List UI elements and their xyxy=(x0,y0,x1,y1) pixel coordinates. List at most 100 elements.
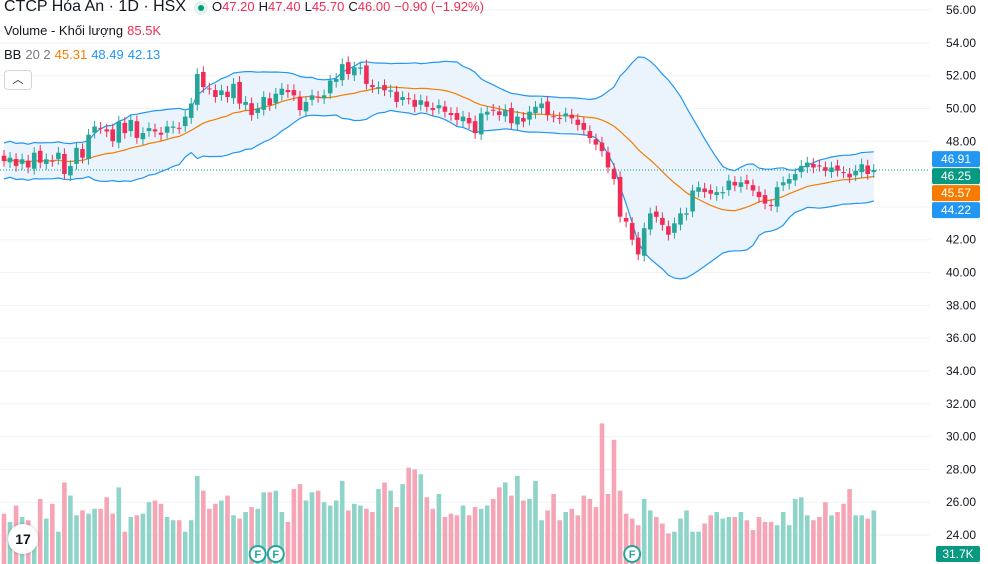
volume-bar xyxy=(273,490,279,564)
volume-bar xyxy=(545,510,550,564)
volume-bar xyxy=(641,498,647,564)
volume-bar xyxy=(140,513,146,564)
y-axis-tick-label: 38.00 xyxy=(946,298,976,312)
candle-body xyxy=(327,80,333,94)
volume-bar xyxy=(853,515,858,564)
y-axis-tick-label: 26.00 xyxy=(946,495,976,509)
volume-bar xyxy=(418,474,424,564)
candle-body xyxy=(666,226,671,235)
bb-legend[interactable]: BB 20 2 45.31 48.49 42.13 xyxy=(4,47,164,62)
candle-body xyxy=(708,190,713,194)
candle-body xyxy=(62,154,67,174)
candle-body xyxy=(478,113,484,135)
candle-body xyxy=(68,165,73,176)
volume-bar xyxy=(339,480,345,564)
candle-body xyxy=(599,142,605,152)
event-marker[interactable] xyxy=(266,545,285,563)
volume-bar xyxy=(672,531,677,564)
candle-body xyxy=(237,81,242,104)
collapse-legend-button[interactable]: ︿ xyxy=(4,70,32,90)
candle-body xyxy=(762,195,768,204)
candle-body xyxy=(690,190,695,212)
candle-body xyxy=(466,118,472,124)
candle-body xyxy=(581,122,587,130)
volume-bar xyxy=(1,513,7,564)
volume-bar xyxy=(195,475,200,564)
tradingview-logo[interactable]: 17 xyxy=(8,524,38,554)
candle-body xyxy=(497,111,502,115)
candle-body xyxy=(134,121,140,138)
volume-bar xyxy=(666,533,671,564)
volume-bar xyxy=(865,518,870,564)
volume-bar xyxy=(780,512,786,564)
candle-body xyxy=(188,103,194,118)
price-tag-last xyxy=(932,168,980,185)
candle-body xyxy=(605,152,611,168)
candle-body xyxy=(799,165,804,173)
candle-body xyxy=(1,155,7,161)
volume-bar xyxy=(762,521,768,564)
volume-bar xyxy=(122,531,128,564)
volume-bar xyxy=(690,531,695,564)
candle-body xyxy=(25,160,31,168)
volume-bar xyxy=(841,503,846,564)
volume-bar xyxy=(388,490,393,564)
candle-body xyxy=(140,133,146,140)
price-tag-label: 45.57 xyxy=(941,186,971,200)
volume-bar xyxy=(406,467,411,564)
candle-body xyxy=(726,180,732,191)
bb-mid-value: 45.31 xyxy=(54,47,88,62)
volume-bar xyxy=(599,423,605,564)
volume-bar xyxy=(648,510,653,564)
volume-bar xyxy=(213,503,218,564)
candle-body xyxy=(702,188,707,193)
candle-body xyxy=(80,149,85,158)
volume-bar xyxy=(744,520,750,564)
volume-bar xyxy=(86,513,91,564)
candle-body xyxy=(267,98,273,106)
volume-bar xyxy=(466,515,472,564)
candle-body xyxy=(563,113,568,117)
volume-bar xyxy=(255,508,260,564)
volume-bar xyxy=(696,531,701,564)
candle-body xyxy=(346,62,351,74)
symbol-title[interactable]: CTCP Hóa An · 1D · HSX xyxy=(4,0,186,15)
event-marker[interactable] xyxy=(623,545,642,563)
volume-legend[interactable]: Volume - Khối lượng 85.5K xyxy=(4,23,165,38)
volume-bar xyxy=(430,508,436,564)
volume-bar xyxy=(563,512,568,564)
volume-bar xyxy=(497,487,502,564)
candle-body xyxy=(382,85,387,91)
candle-body xyxy=(249,103,254,115)
candle-body xyxy=(732,181,738,186)
candle-body xyxy=(678,213,683,225)
volume-bar xyxy=(829,515,834,564)
candle-body xyxy=(424,101,430,107)
candle-body xyxy=(219,90,224,95)
y-axis-tick-label: 52.00 xyxy=(946,69,976,83)
candle-body xyxy=(291,90,297,96)
candle-body xyxy=(19,159,25,164)
candle-body xyxy=(660,218,665,225)
candle-body xyxy=(104,129,109,132)
volume-bar xyxy=(176,520,182,564)
event-marker-label: F xyxy=(254,549,261,561)
candle-body xyxy=(309,95,315,100)
y-axis-tick-label: 54.00 xyxy=(946,36,976,50)
y-axis-tick-label: 40.00 xyxy=(946,266,976,280)
price-tag-mid xyxy=(932,185,980,202)
market-status-icon[interactable] xyxy=(193,0,208,15)
candle-body xyxy=(654,211,659,217)
candle-body xyxy=(152,129,158,132)
candle-body xyxy=(164,126,170,133)
candle-body xyxy=(13,159,19,166)
volume-bar xyxy=(835,512,840,564)
candle-body xyxy=(823,167,828,171)
candle-body xyxy=(225,91,230,97)
volume-bar xyxy=(714,512,719,564)
candle-body xyxy=(182,116,188,127)
volume-bar xyxy=(424,497,430,564)
volume-bar xyxy=(478,508,484,564)
event-marker[interactable] xyxy=(248,545,267,563)
